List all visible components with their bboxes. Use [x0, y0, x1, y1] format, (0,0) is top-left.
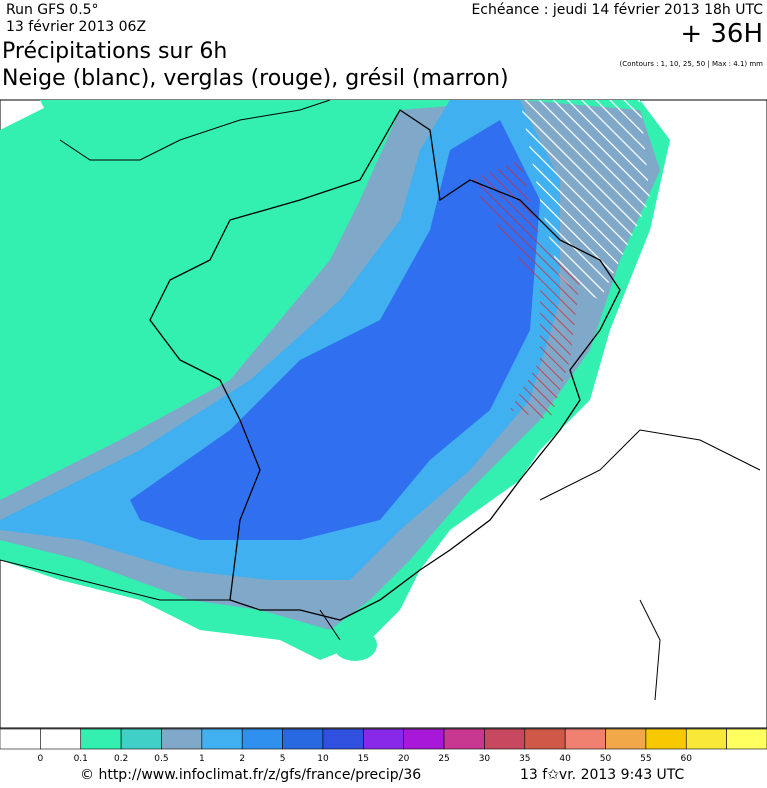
legend-label: 20 [398, 754, 410, 764]
freezing-rain-area [470, 160, 580, 420]
footer-stamp: 13 f✩vr. 2013 9:43 UTC [520, 767, 685, 783]
legend-swatch [322, 728, 364, 750]
precip-zone-corsica-west [333, 629, 377, 661]
legend-label: 0.1 [74, 754, 88, 764]
legend-label: 55 [640, 754, 651, 764]
legend-label: 0.5 [154, 754, 168, 764]
legend-swatch [726, 728, 767, 750]
map [0, 99, 767, 729]
legend-label: 40 [559, 754, 571, 764]
snow-area [520, 100, 650, 300]
legend-label: 10 [317, 754, 329, 764]
legend-swatch [120, 728, 162, 750]
legend-label: 0.2 [114, 754, 128, 764]
france-border [149, 109, 621, 621]
lead-time: + 36H [680, 19, 763, 49]
legend-label: 35 [519, 754, 530, 764]
legend-swatch [484, 728, 526, 750]
legend-label: 15 [358, 754, 369, 764]
legend: 0 0.1 0.2 0.5 1 2 5 10 15 20 25 30 35 40 50 55 60 [0, 728, 767, 764]
legend-swatch [161, 728, 203, 750]
legend-swatch [0, 728, 41, 750]
legend-swatch [40, 728, 82, 750]
legend-label: 30 [479, 754, 491, 764]
legend-swatch [363, 728, 404, 750]
legend-label: 2 [239, 754, 245, 764]
legend-label: 5 [280, 754, 286, 764]
legend-swatch [443, 728, 485, 750]
coastlines [0, 99, 761, 701]
forecast-time: Echéance : jeudi 14 février 2013 18h UTC [471, 2, 763, 18]
footer-url: © http://www.infoclimat.fr/z/gfs/france/… [80, 767, 421, 783]
legend-label: 25 [438, 754, 449, 764]
contours-note: (Contours : 1, 10, 25, 50 | Max : 4.1) m… [620, 60, 764, 68]
legend-swatch [241, 728, 283, 750]
legend-swatch [564, 728, 606, 750]
precip-zone-core [130, 120, 540, 540]
legend-swatch [403, 728, 445, 750]
run-date: 13 février 2013 06Z [6, 19, 146, 35]
run-label: Run GFS 0.5° [6, 2, 99, 18]
legend-swatch [605, 728, 647, 750]
legend-label: 50 [600, 754, 612, 764]
legend-swatch [80, 728, 122, 750]
legend-swatch [524, 728, 566, 750]
map-title: Précipitations sur 6h [2, 39, 227, 64]
precip-zone-channel [40, 100, 210, 210]
legend-label: 0 [38, 754, 44, 764]
legend-swatch [201, 728, 243, 750]
legend-label: 60 [681, 754, 693, 764]
map-subtitle: Neige (blanc), verglas (rouge), grésil (… [2, 66, 509, 91]
legend-swatch [685, 728, 727, 750]
legend-swatch [282, 728, 324, 750]
legend-swatch [645, 728, 687, 750]
legend-label: 1 [199, 754, 205, 764]
